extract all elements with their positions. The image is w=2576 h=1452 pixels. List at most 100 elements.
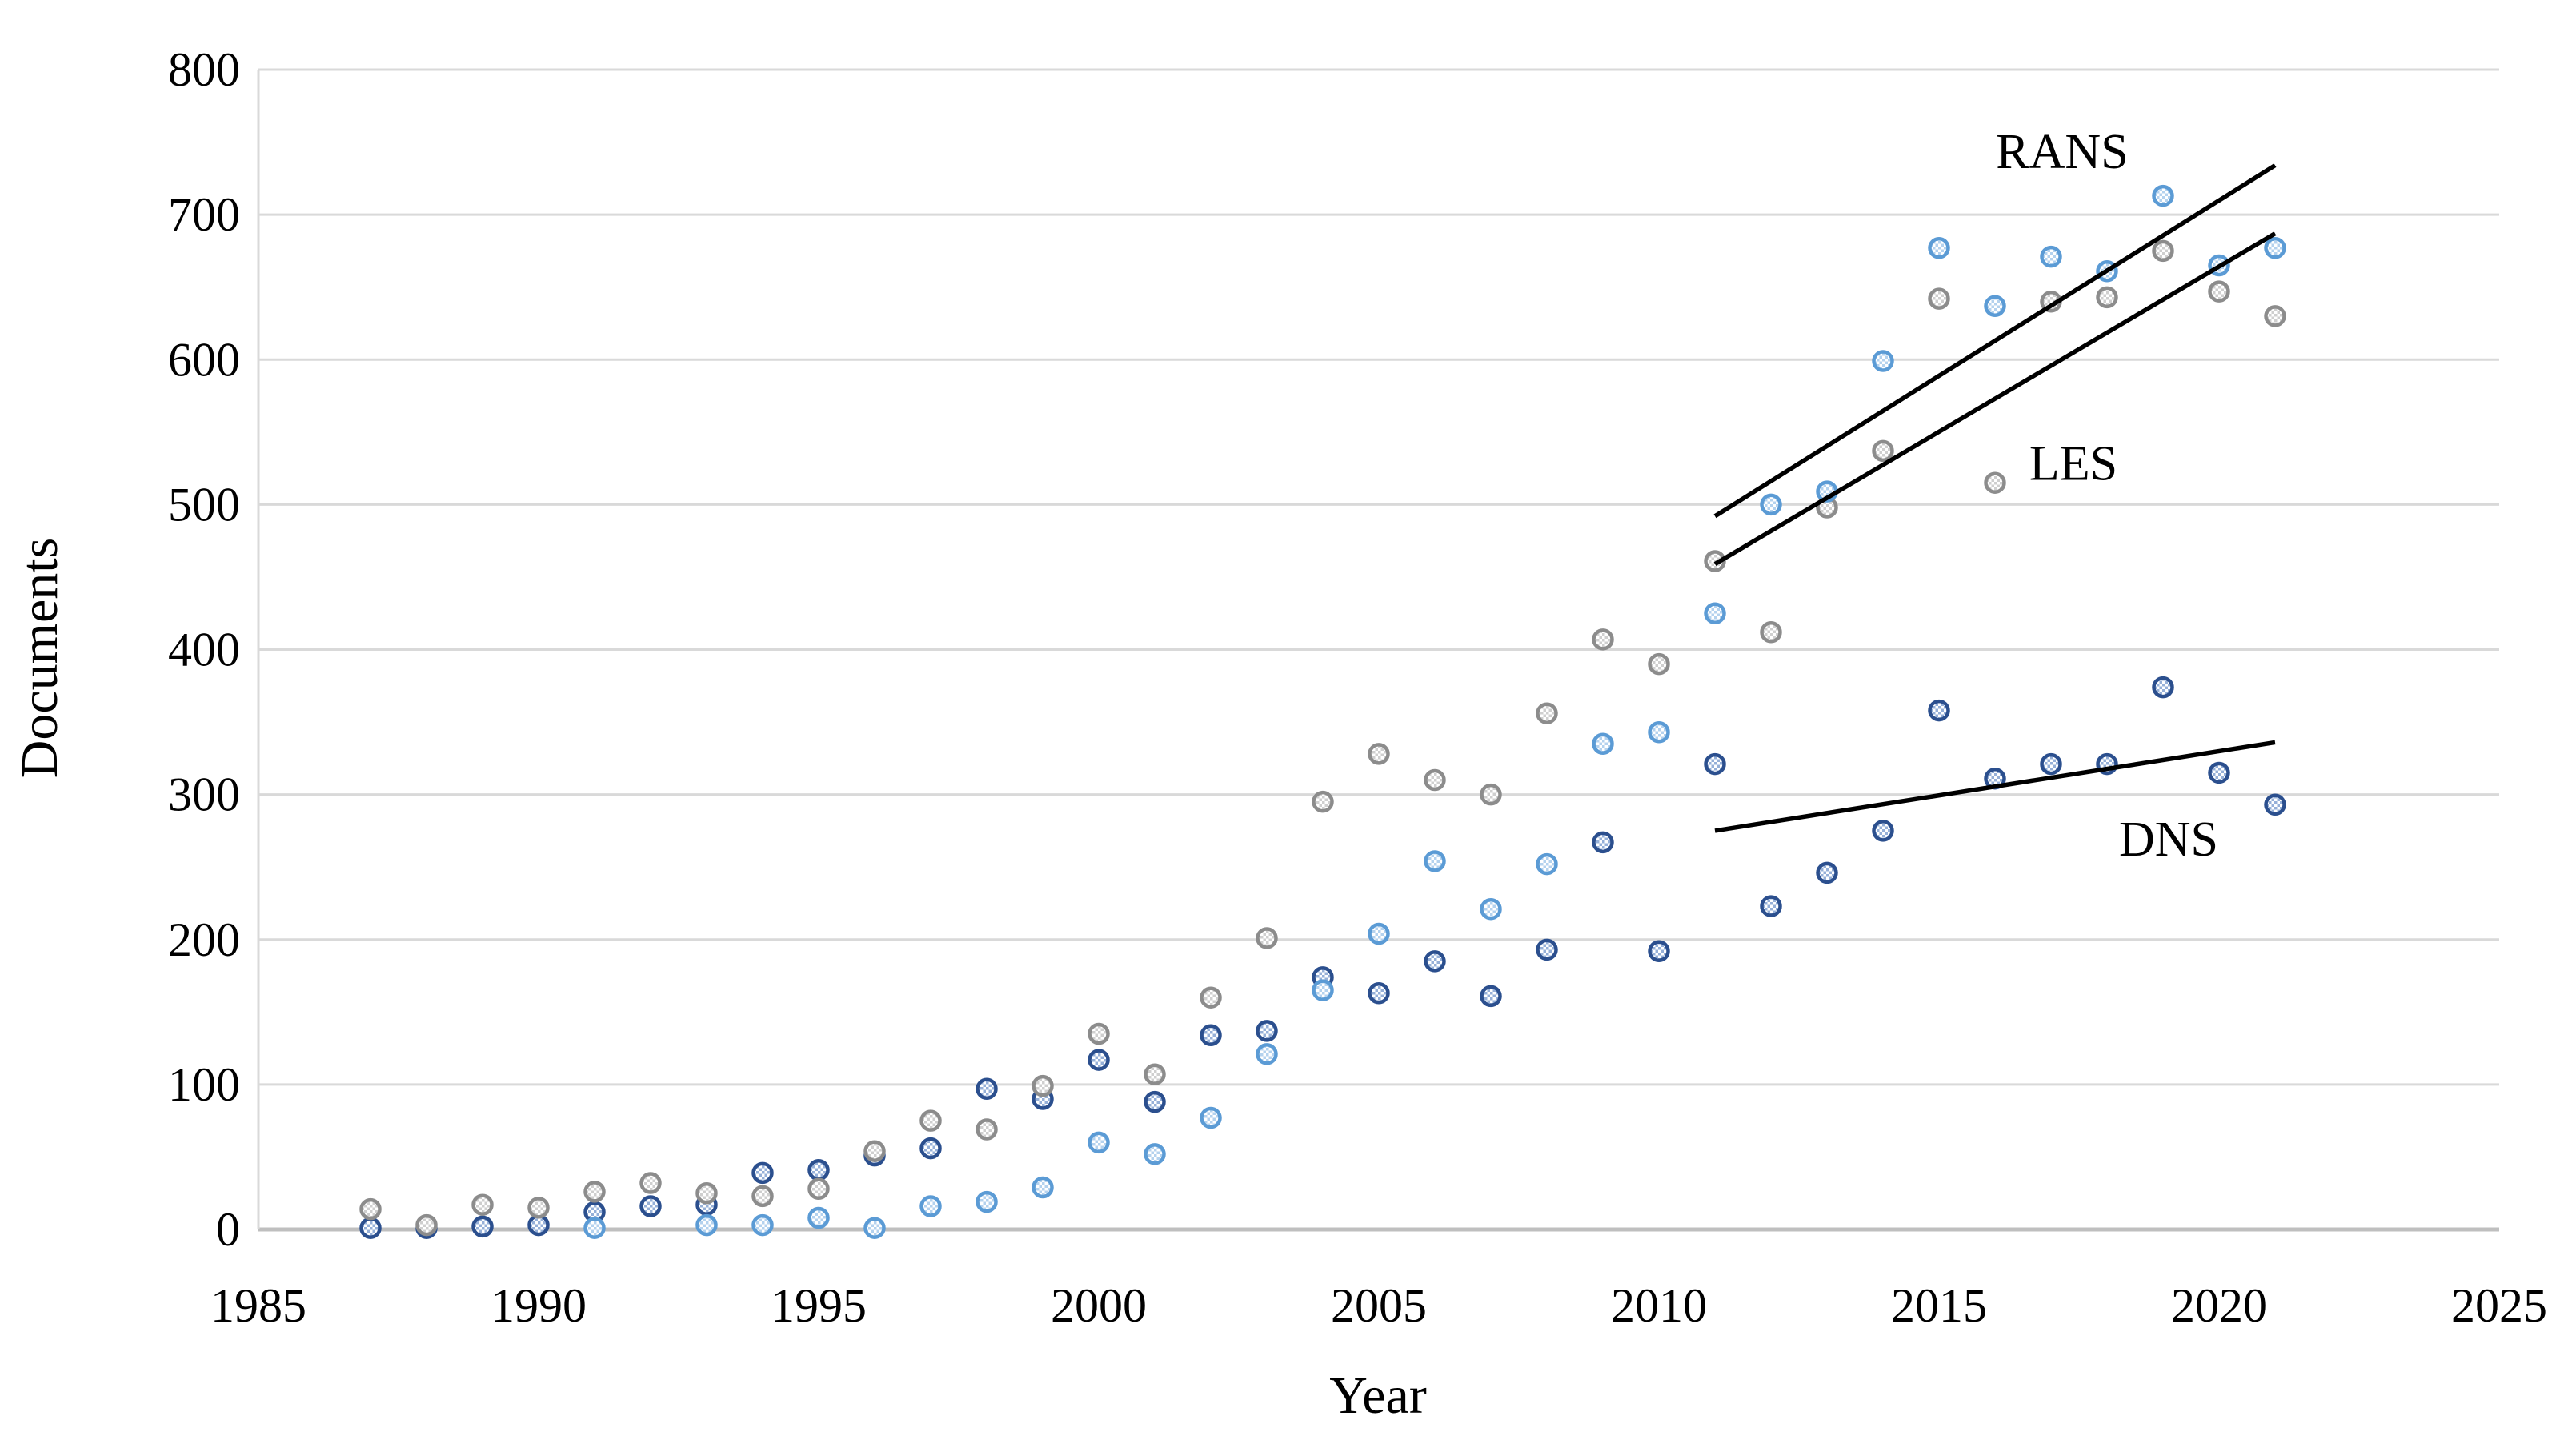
data-point-dns: [1144, 1090, 1166, 1113]
trendline-rans: [1713, 163, 2277, 519]
y-axis-title: Documents: [10, 537, 69, 779]
data-point-rans: [1424, 850, 1446, 872]
data-point-les: [863, 1140, 886, 1162]
data-point-les: [639, 1172, 662, 1194]
data-point-les: [1424, 768, 1446, 792]
data-point-rans: [807, 1206, 830, 1229]
data-point-dns: [1200, 1024, 1222, 1047]
data-point-rans: [2040, 245, 2062, 268]
data-point-les: [1312, 790, 1334, 813]
data-point-les: [2264, 305, 2286, 327]
data-point-dns: [359, 1217, 382, 1239]
data-point-les: [1480, 783, 1502, 806]
data-point-les: [919, 1109, 942, 1132]
data-point-dns: [2040, 752, 2062, 776]
data-point-les: [1088, 1022, 1110, 1045]
data-point-rans: [2264, 237, 2286, 259]
x-tick-label: 2020: [2171, 1279, 2267, 1332]
data-point-rans: [1592, 732, 1614, 755]
y-tick-label: 500: [168, 478, 240, 531]
y-tick-label: 300: [168, 768, 240, 821]
data-point-les: [1536, 702, 1558, 724]
x-tick-label: 2025: [2451, 1279, 2547, 1332]
data-point-dns: [1368, 982, 1390, 1005]
x-tick-label: 2000: [1051, 1279, 1147, 1332]
data-point-rans: [919, 1195, 942, 1217]
data-point-dns: [1704, 752, 1726, 776]
x-tick-label: 1995: [771, 1279, 867, 1332]
data-point-les: [695, 1181, 718, 1205]
data-point-les: [1256, 927, 1278, 949]
data-point-dns: [1088, 1049, 1110, 1071]
y-tick-label: 600: [168, 333, 240, 386]
data-point-les: [415, 1213, 438, 1237]
data-point-rans: [1984, 295, 2006, 317]
x-tick-label: 2005: [1331, 1279, 1427, 1332]
data-point-les: [1760, 621, 1782, 644]
series-label-rans: RANS: [1996, 125, 2128, 179]
data-point-les: [751, 1185, 774, 1208]
series-label-les: LES: [2029, 437, 2117, 491]
y-tick-label: 0: [216, 1203, 240, 1256]
x-tick-label: 2015: [1891, 1279, 1987, 1332]
data-point-rans: [583, 1217, 606, 1239]
data-point-les: [359, 1197, 382, 1221]
data-point-rans: [1928, 237, 1950, 259]
data-point-dns: [1480, 985, 1502, 1008]
data-point-dns: [807, 1158, 830, 1181]
data-point-les: [471, 1193, 494, 1216]
data-point-les: [1928, 287, 1950, 310]
data-point-dns: [639, 1195, 662, 1217]
data-point-rans: [1312, 979, 1334, 1001]
trendline-dns: [1714, 740, 2276, 833]
x-axis-title: Year: [1329, 1366, 1427, 1425]
data-point-les: [1144, 1063, 1166, 1085]
y-tick-label: 800: [168, 43, 240, 96]
data-point-les: [583, 1181, 606, 1203]
data-point-rans: [1144, 1143, 1166, 1165]
data-point-dns: [1760, 895, 1782, 917]
data-point-les: [1592, 628, 1614, 651]
x-tick-label: 1990: [491, 1279, 587, 1332]
data-point-dns: [1872, 820, 1894, 842]
data-point-rans: [1368, 922, 1390, 945]
data-point-rans: [2152, 184, 2174, 207]
data-point-dns: [1592, 831, 1614, 854]
data-point-dns: [1536, 938, 1558, 961]
data-point-rans: [1872, 350, 1894, 372]
data-point-dns: [751, 1161, 774, 1185]
data-point-rans: [863, 1217, 886, 1239]
series-label-dns: DNS: [2119, 812, 2218, 867]
data-point-dns: [1424, 950, 1446, 973]
data-point-rans: [1704, 602, 1726, 624]
data-point-rans: [751, 1213, 774, 1237]
data-point-dns: [1816, 861, 1838, 884]
data-point-rans: [1032, 1176, 1054, 1199]
data-point-dns: [976, 1077, 998, 1101]
data-point-rans: [695, 1213, 718, 1237]
data-point-les: [1368, 743, 1390, 765]
data-point-rans: [1536, 852, 1558, 876]
data-point-dns: [2152, 676, 2174, 699]
data-point-dns: [2264, 793, 2286, 816]
data-point-rans: [1200, 1106, 1222, 1129]
data-point-les: [2152, 239, 2174, 263]
data-point-rans: [1480, 897, 1502, 921]
data-point-rans: [1648, 720, 1670, 744]
data-point-les: [2208, 280, 2230, 303]
y-tick-label: 200: [168, 913, 240, 966]
data-point-dns: [2208, 761, 2230, 784]
data-point-les: [976, 1118, 998, 1141]
data-point-les: [807, 1177, 830, 1201]
data-point-dns: [1256, 1020, 1278, 1042]
data-point-les: [1200, 986, 1222, 1009]
data-point-dns: [919, 1137, 942, 1160]
data-point-les: [1032, 1074, 1054, 1097]
data-point-rans: [1088, 1131, 1110, 1154]
data-point-les: [1984, 471, 2006, 494]
data-point-les: [1872, 439, 1894, 463]
data-point-rans: [976, 1190, 998, 1213]
data-point-rans: [1256, 1043, 1278, 1065]
